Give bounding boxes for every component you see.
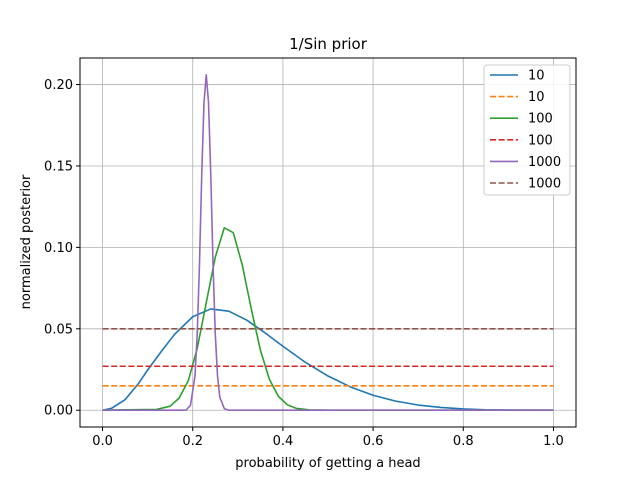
plot-frame bbox=[79, 57, 577, 428]
plot-series bbox=[102, 73, 554, 412]
y-tick-label: 0.10 bbox=[44, 241, 73, 256]
series-line-3 bbox=[102, 227, 554, 412]
legend-box bbox=[483, 64, 571, 196]
y-tick-label: 0.20 bbox=[44, 78, 73, 93]
chart-title: 1/Sin prior bbox=[289, 35, 368, 53]
x-tick-label: 0.6 bbox=[363, 434, 384, 449]
x-tick-label: 0.0 bbox=[92, 434, 113, 449]
legend-items: 10 10 100 100 1000 1000 bbox=[490, 69, 561, 192]
y-axis-ticks: 0.00 0.05 0.10 0.15 0.20 bbox=[44, 78, 80, 419]
y-tick-label: 0.00 bbox=[44, 404, 73, 419]
legend-label: 100 bbox=[528, 133, 553, 148]
y-tick-label: 0.15 bbox=[44, 159, 73, 174]
x-tick-label: 0.2 bbox=[182, 434, 203, 449]
legend-label: 10 bbox=[528, 69, 545, 84]
x-tick-label: 0.8 bbox=[453, 434, 474, 449]
x-tick-label: 0.4 bbox=[273, 434, 294, 449]
legend: 10 10 100 100 1000 1000 bbox=[483, 64, 571, 196]
legend-label: 1000 bbox=[528, 177, 561, 192]
legend-label: 1000 bbox=[528, 155, 561, 170]
series-line-1 bbox=[102, 308, 554, 412]
series-line-5 bbox=[102, 73, 554, 412]
y-tick-label: 0.05 bbox=[44, 322, 73, 337]
legend-label: 100 bbox=[528, 112, 553, 127]
y-axis-label: normalized posterior bbox=[19, 174, 34, 309]
x-tick-label: 1.0 bbox=[543, 434, 564, 449]
x-axis-ticks: 0.0 0.2 0.4 0.6 0.8 1.0 bbox=[92, 427, 564, 449]
x-axis-label: probability of getting a head bbox=[235, 456, 420, 471]
legend-label: 10 bbox=[528, 90, 545, 105]
